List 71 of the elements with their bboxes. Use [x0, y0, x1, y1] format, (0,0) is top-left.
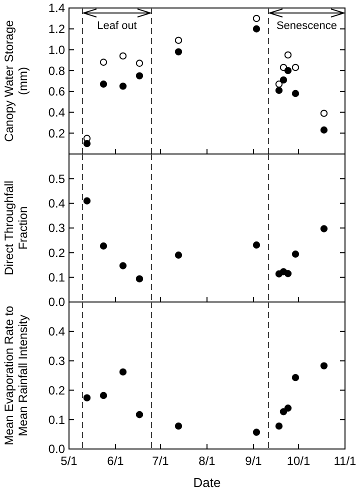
- x-tick-label: 7/1: [152, 454, 170, 468]
- point: [284, 51, 292, 59]
- y-tick-label: 0.4: [48, 105, 66, 120]
- point: [284, 66, 292, 74]
- x-tick-label: 8/1: [198, 454, 216, 468]
- y-tick-label: 0.2: [48, 383, 66, 398]
- point: [100, 242, 108, 250]
- y-axis-title: Direct Throughfall Fraction: [2, 180, 30, 276]
- y-tick-label: 0.4: [48, 196, 66, 211]
- point: [119, 82, 127, 90]
- annotation: Senescence: [276, 20, 338, 32]
- point: [284, 404, 292, 412]
- annotation: Leaf out: [97, 20, 137, 32]
- point: [292, 90, 300, 98]
- y-tick-label: 0.4: [48, 324, 66, 339]
- point: [83, 140, 91, 148]
- y-tick-label: 0.0: [48, 442, 66, 456]
- point: [83, 197, 91, 204]
- point: [320, 225, 328, 232]
- point: [100, 58, 108, 66]
- point: [100, 80, 108, 88]
- x-tick-label: 5/1: [60, 454, 78, 468]
- y-tick-label: 1.2: [48, 22, 66, 36]
- point: [174, 422, 182, 430]
- y-tick-label: 0.2: [48, 126, 66, 140]
- y-tick-label: 0.0: [48, 295, 66, 310]
- point: [252, 14, 260, 22]
- x-tick-label: 6/1: [107, 454, 124, 468]
- y-tick-label: 0.1: [48, 270, 66, 285]
- y-tick-label: 0.3: [48, 221, 66, 236]
- point: [119, 52, 127, 60]
- point: [320, 126, 328, 134]
- point: [136, 275, 144, 282]
- point: [100, 392, 108, 400]
- point: [320, 362, 328, 370]
- x-tick-label: 10/1: [286, 454, 310, 468]
- y-tick-label: 0.5: [48, 172, 66, 186]
- y-tick-label: 0.6: [48, 84, 66, 99]
- y-tick-label: 1.0: [48, 42, 66, 57]
- point: [174, 48, 182, 56]
- point: [136, 60, 144, 67]
- point: [275, 422, 283, 430]
- point: [136, 72, 144, 80]
- y-tick-label: 0.8: [48, 64, 66, 78]
- point: [292, 374, 300, 382]
- x-tick-label: 9/1: [245, 454, 262, 468]
- point: [119, 262, 127, 270]
- point: [275, 86, 283, 94]
- x-axis-title: Date: [193, 475, 221, 490]
- point: [252, 25, 260, 32]
- y-axis-title: Mean Evaporation Rate to Mean Rainfall Intensity: [2, 305, 30, 446]
- point: [174, 36, 182, 44]
- point: [292, 250, 300, 258]
- x-tick-label: 11/1: [334, 454, 357, 468]
- point: [280, 408, 288, 416]
- point: [292, 64, 300, 72]
- point: [320, 110, 328, 117]
- point: [119, 368, 127, 376]
- point: [252, 241, 260, 249]
- point: [83, 394, 91, 402]
- point: [280, 76, 288, 84]
- point: [275, 80, 283, 88]
- point: [252, 428, 260, 436]
- point: [284, 270, 292, 278]
- y-tick-label: 0.3: [48, 354, 66, 368]
- point: [174, 252, 182, 259]
- y-tick-label: 0.1: [48, 412, 66, 427]
- point: [136, 411, 144, 418]
- y-tick-label: 1.4: [48, 1, 66, 16]
- y-tick-label: 0.2: [48, 246, 66, 260]
- y-axis-title: Canopy Water Storage (mm): [2, 20, 30, 142]
